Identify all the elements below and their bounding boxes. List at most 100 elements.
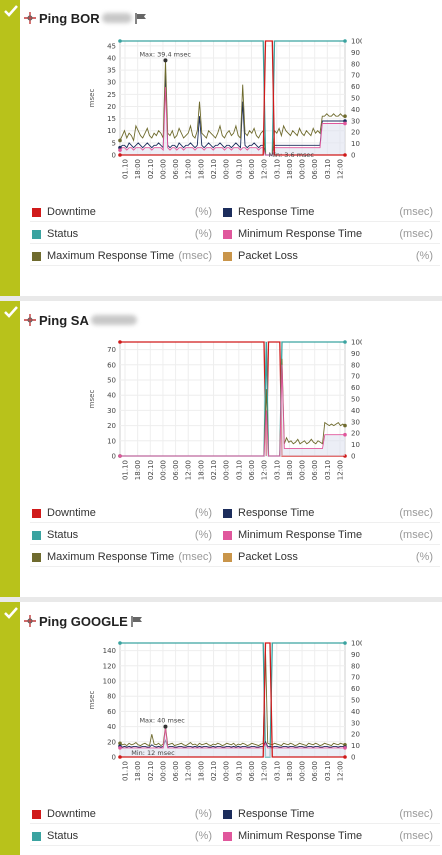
legend-packet-loss[interactable]: Packet Loss (%): [223, 245, 433, 267]
y-tick-label-right: 90: [351, 350, 360, 358]
series-marker: [118, 148, 122, 152]
x-tick-label: 01.10: [122, 159, 130, 179]
x-tick-label: 18:00: [134, 159, 142, 179]
x-tick-label: 01.10: [122, 761, 130, 781]
sensor-title[interactable]: Ping SA: [39, 312, 89, 328]
y-tick-label-left: 50: [107, 377, 116, 385]
series-line-status: [120, 40, 345, 156]
downtime-swatch: [32, 508, 41, 518]
series-line-response-time: [119, 738, 346, 748]
y-tick-label-left: 70: [107, 346, 116, 354]
series-marker: [343, 423, 347, 428]
min-response-swatch: [223, 831, 232, 841]
divider: [30, 823, 440, 824]
series-marker: [118, 39, 122, 43]
x-tick-label: 18:00: [197, 460, 205, 480]
legend-status[interactable]: Status (%): [32, 223, 212, 245]
y-tick-label-left: 120: [103, 662, 116, 670]
legend-minimum-response-time[interactable]: Minimum Response Time (msec): [223, 825, 433, 847]
status-swatch: [32, 229, 41, 239]
legend-response-time[interactable]: Response Time (msec): [223, 502, 433, 524]
x-tick-label: 00:00: [223, 761, 231, 781]
x-tick-label: 18:00: [134, 761, 142, 781]
legend-packet-loss[interactable]: Packet Loss (%): [223, 546, 433, 568]
x-tick-label: 03.10: [273, 460, 281, 480]
series-marker: [118, 755, 122, 759]
series-line-minimum-response-time: [119, 87, 345, 156]
sensor-crosshair-icon: [24, 12, 36, 24]
legend-status[interactable]: Status (%): [32, 825, 212, 847]
legend-maximum-response-time[interactable]: Maximum Response Time (msec): [32, 245, 212, 267]
y-tick-label-left: 0: [112, 453, 116, 461]
x-tick-label: 18:00: [197, 159, 205, 179]
min-annotation: Min: 3.6 msec: [269, 151, 315, 159]
x-tick-label: 00:00: [159, 761, 167, 781]
y-tick-label-right: 70: [351, 674, 360, 682]
status-ok-bar: [0, 602, 20, 855]
series-marker: [343, 153, 347, 157]
x-tick-label: 03.10: [235, 460, 243, 480]
y-tick-label-right: 40: [351, 407, 360, 415]
plot-area: [119, 642, 346, 758]
y-tick-label-right: 60: [351, 685, 360, 693]
x-tick-label: 12:00: [185, 761, 193, 781]
legend-downtime[interactable]: Downtime (%): [32, 803, 212, 825]
y-tick-label-right: 20: [351, 129, 360, 137]
status-swatch: [32, 831, 41, 841]
packet-loss-swatch: [223, 251, 232, 261]
divider: [30, 243, 440, 244]
legend-maximum-response-time[interactable]: Maximum Response Time (msec): [32, 546, 212, 568]
y-tick-label-right: 80: [351, 361, 360, 369]
y-tick-label-left: 20: [107, 422, 116, 430]
series-marker: [118, 454, 122, 458]
y-tick-label-left: 60: [107, 708, 116, 716]
legend-response-time[interactable]: Response Time (msec): [223, 201, 433, 223]
status-swatch: [32, 530, 41, 540]
sensor-chart[interactable]: 01.10 18:00 02.10 00:00 06:00 12:00 18:00 02.10…: [82, 635, 362, 825]
series-line-minimum-response-time: [120, 728, 345, 749]
sensor-title[interactable]: Ping BOR: [39, 10, 100, 26]
y-tick-label-right: 100: [351, 640, 362, 648]
series-line-maximum-response-time: [119, 650, 346, 747]
sensor-chart[interactable]: 01.10 18:00 02.10 00:00 06:00 12:00 18:00 02.10…: [82, 334, 362, 524]
y-tick-label-left: 15: [107, 115, 116, 123]
series-marker: [118, 641, 122, 645]
y-axis-label-left: msec: [88, 390, 96, 409]
sensor-card-ping-bor: Ping BOR 01.10 18:00 02.10 00:00 06:00 12:00 1…: [0, 0, 442, 296]
x-tick-label: 02.10: [210, 159, 218, 179]
x-tick-label: 12:00: [337, 460, 345, 480]
x-tick-label: 00:00: [223, 159, 231, 179]
legend-status[interactable]: Status (%): [32, 524, 212, 546]
y-tick-label-left: 10: [107, 437, 116, 445]
legend-minimum-response-time[interactable]: Minimum Response Time (msec): [223, 524, 433, 546]
x-tick-label: 01.10: [122, 460, 130, 480]
legend-response-time[interactable]: Response Time (msec): [223, 803, 433, 825]
divider: [30, 544, 440, 545]
flag-icon[interactable]: [131, 615, 143, 627]
y-tick-label-right: 80: [351, 662, 360, 670]
legend-minimum-response-time[interactable]: Minimum Response Time (msec): [223, 223, 433, 245]
series-line-status: [120, 642, 345, 758]
y-tick-label-left: 140: [103, 647, 116, 655]
sensor-title[interactable]: Ping GOOGLE: [39, 613, 128, 629]
y-tick-label-right: 40: [351, 106, 360, 114]
x-tick-label: 03.10: [324, 159, 332, 179]
x-tick-label: 18:00: [197, 761, 205, 781]
sensor-chart[interactable]: 01.10 18:00 02.10 00:00 06:00 12:00 18:00 02.10…: [82, 33, 362, 223]
y-tick-label-left: 80: [107, 693, 116, 701]
legend-downtime[interactable]: Downtime (%): [32, 502, 212, 524]
divider: [30, 221, 440, 222]
redacted-text: [101, 13, 132, 23]
min-response-swatch: [223, 229, 232, 239]
legend-downtime[interactable]: Downtime (%): [32, 201, 212, 223]
y-tick-label-right: 10: [351, 441, 360, 449]
sensor-card-ping-sa: Ping SA 01.10 18:00 02.10 00:00 06:00 12:00 18…: [0, 301, 442, 597]
y-tick-label-left: 5: [112, 139, 116, 147]
x-tick-label: 06:00: [172, 761, 180, 781]
y-tick-label-left: 0: [112, 754, 116, 762]
series-line-response-time: [119, 70, 345, 156]
x-tick-label: 00:00: [223, 460, 231, 480]
x-tick-label: 12:00: [337, 761, 345, 781]
y-tick-label-left: 100: [103, 678, 116, 686]
flag-icon[interactable]: [135, 12, 147, 24]
